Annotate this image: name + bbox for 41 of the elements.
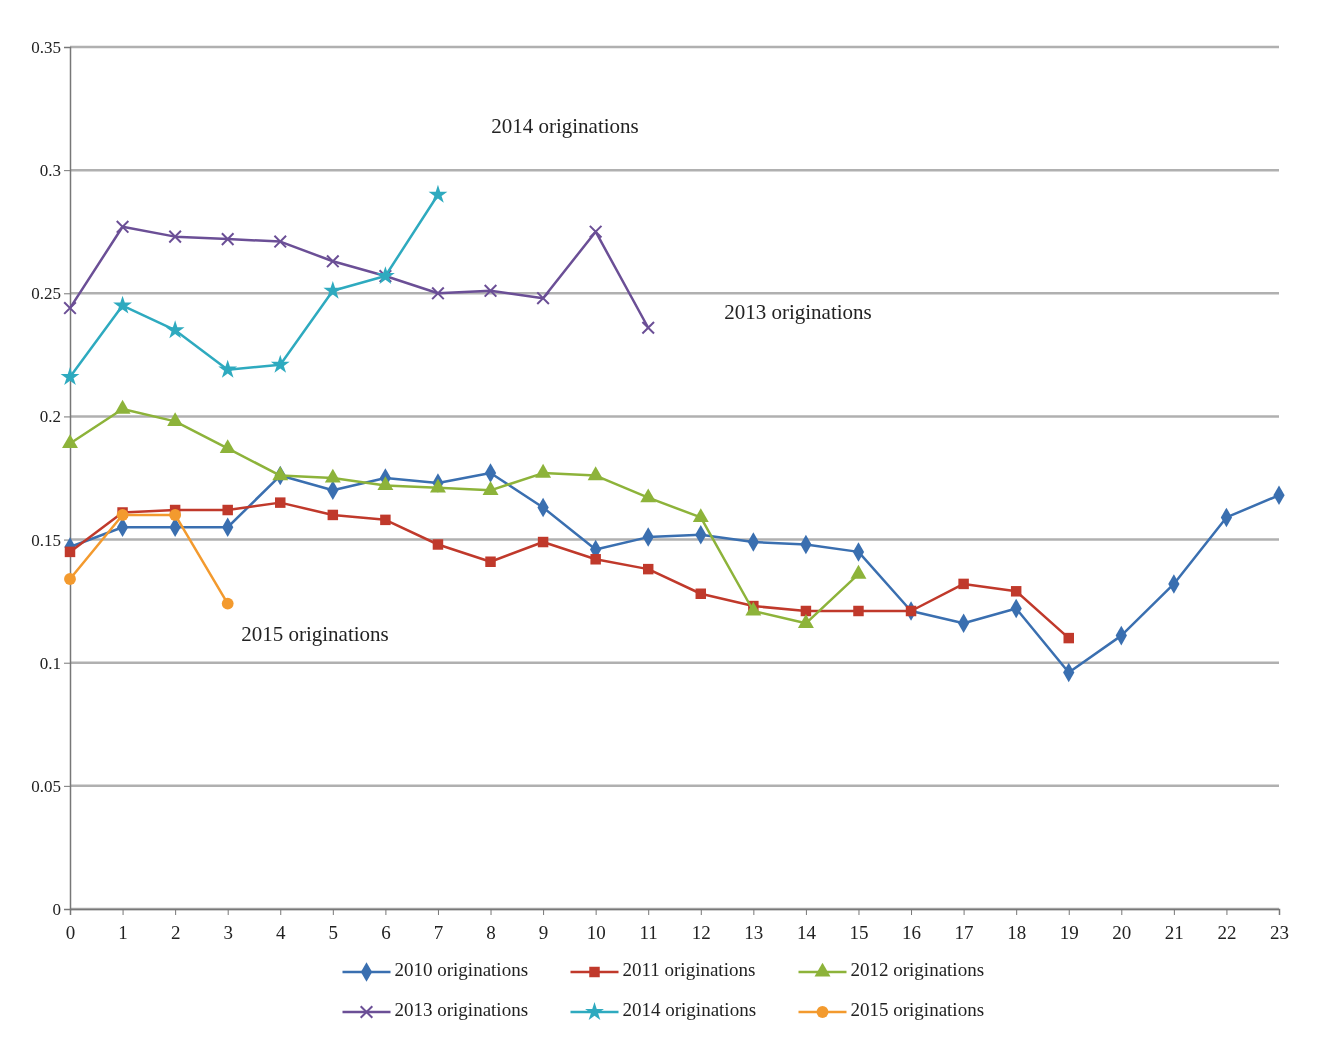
x-tick-label: 3 — [223, 921, 233, 943]
x-tick-label: 10 — [586, 921, 606, 943]
y-tick-label: 0.15 — [31, 530, 61, 550]
annotation: 2013 originations — [724, 299, 872, 324]
y-tick-label: 0.3 — [39, 161, 61, 181]
x-tick-label: 0 — [65, 921, 76, 943]
x-tick-label: 23 — [1270, 921, 1289, 943]
x-tick-label: 7 — [433, 921, 444, 943]
y-tick-label: 0.1 — [39, 653, 61, 673]
legend-label: 2014 originations — [622, 999, 757, 1021]
x-tick-label: 22 — [1217, 921, 1237, 943]
y-tick-label: 0.05 — [31, 776, 61, 796]
y-tick-label: 0.25 — [31, 284, 61, 304]
x-tick-label: 18 — [1007, 921, 1027, 943]
x-tick-label: 9 — [538, 921, 549, 943]
x-tick-label: 5 — [328, 921, 339, 943]
x-tick-label: 15 — [849, 921, 869, 943]
x-tick-label: 13 — [744, 921, 764, 943]
legend-label: 2011 originations — [622, 959, 756, 981]
y-tick-label: 0 — [52, 899, 61, 919]
legend-label: 2012 originations — [850, 959, 985, 981]
annotation: 2015 originations — [241, 621, 389, 646]
x-tick-label: 19 — [1059, 921, 1079, 943]
legend-label: 2015 originations — [850, 999, 985, 1021]
x-tick-label: 4 — [276, 921, 287, 943]
annotation: 2014 originations — [491, 113, 639, 138]
x-tick-label: 1 — [118, 921, 128, 943]
x-tick-label: 14 — [796, 921, 817, 943]
legend-label: 2013 originations — [394, 999, 529, 1021]
x-tick-label: 8 — [486, 921, 496, 943]
x-tick-label: 16 — [902, 921, 922, 943]
legend-label: 2010 originations — [394, 959, 529, 981]
x-tick-label: 17 — [954, 921, 974, 943]
x-tick-label: 12 — [691, 921, 711, 943]
x-tick-label: 21 — [1164, 921, 1184, 943]
y-tick-label: 0.2 — [39, 407, 61, 427]
x-tick-label: 11 — [639, 921, 658, 943]
x-tick-label: 6 — [381, 921, 391, 943]
x-tick-label: 20 — [1112, 921, 1132, 943]
y-tick-label: 0.35 — [31, 37, 61, 57]
x-tick-label: 2 — [170, 921, 181, 943]
